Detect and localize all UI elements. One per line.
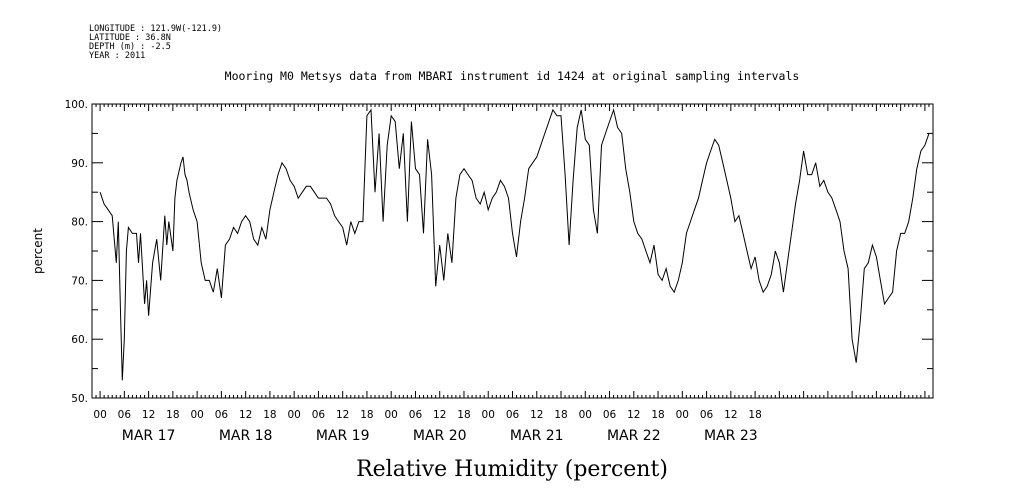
x-hour-label: 18 <box>360 409 373 421</box>
x-hour-label: 00 <box>676 409 689 421</box>
x-hour-label: 18 <box>166 409 179 421</box>
x-hour-label: 18 <box>651 409 664 421</box>
x-hour-label: 12 <box>627 409 640 421</box>
y-tick-label: 90. <box>71 158 88 170</box>
x-hour-label: 06 <box>312 409 326 421</box>
chart-title: Mooring M0 Metsys data from MBARI instru… <box>225 69 800 83</box>
x-hour-label: 12 <box>336 409 349 421</box>
meta-depth: DEPTH (m) : -2.5 <box>89 42 171 52</box>
x-hour-label: 00 <box>93 409 106 421</box>
x-axis: 00 06 12 18 MAR 17 00 06 12 18 MAR 18 00 06 12 18 MAR … <box>91 104 934 444</box>
x-hour-label: 06 <box>215 409 229 421</box>
meta-longitude: LONGITUDE : 121.9W(-121.9) <box>89 24 222 34</box>
metadata-block: LONGITUDE : 121.9W(-121.9) LATITUDE : 36… <box>89 24 222 61</box>
x-hour-label: 06 <box>118 409 132 421</box>
series-line <box>99 108 930 381</box>
meta-year: YEAR : 2011 <box>89 51 145 61</box>
x-day-label: MAR 17 <box>122 428 176 444</box>
y-axis: 50. 60. 70. 80. 90. 100. <box>65 99 933 405</box>
y-tick-label: 60. <box>71 334 88 346</box>
x-hour-label: 18 <box>263 409 276 421</box>
x-hour-label: 06 <box>700 409 714 421</box>
plot-frame <box>91 103 934 399</box>
x-hour-label: 18 <box>554 409 567 421</box>
x-day-label: MAR 19 <box>316 428 370 444</box>
x-hour-label: 12 <box>433 409 446 421</box>
x-hour-label: 18 <box>457 409 470 421</box>
x-hour-label: 06 <box>603 409 617 421</box>
x-hour-label: 12 <box>239 409 252 421</box>
x-axis-title: Relative Humidity (percent) <box>356 457 668 482</box>
x-hour-label: 12 <box>142 409 155 421</box>
x-hour-label: 00 <box>579 409 592 421</box>
series-group <box>99 108 930 381</box>
x-hour-label: 12 <box>530 409 543 421</box>
meta-latitude: LATITUDE : 36.8N <box>89 33 171 43</box>
y-axis-label: percent <box>31 228 45 274</box>
x-hour-label: 00 <box>385 409 398 421</box>
x-hour-label: 12 <box>724 409 737 421</box>
x-day-label: MAR 21 <box>510 428 564 444</box>
x-hour-label: 00 <box>190 409 203 421</box>
x-day-label: MAR 18 <box>219 428 273 444</box>
x-hour-label: 06 <box>506 409 520 421</box>
x-hour-label: 00 <box>287 409 300 421</box>
y-tick-label: 100. <box>65 99 88 111</box>
x-hour-label: 18 <box>748 409 761 421</box>
x-day-label: MAR 22 <box>607 428 661 444</box>
x-day-label: MAR 23 <box>704 428 758 444</box>
x-day-label: MAR 20 <box>413 428 467 444</box>
x-hour-label: 00 <box>482 409 495 421</box>
y-tick-label: 70. <box>71 275 88 287</box>
x-hour-label: 06 <box>409 409 423 421</box>
y-tick-label: 50. <box>71 393 88 405</box>
y-tick-label: 80. <box>71 217 88 229</box>
